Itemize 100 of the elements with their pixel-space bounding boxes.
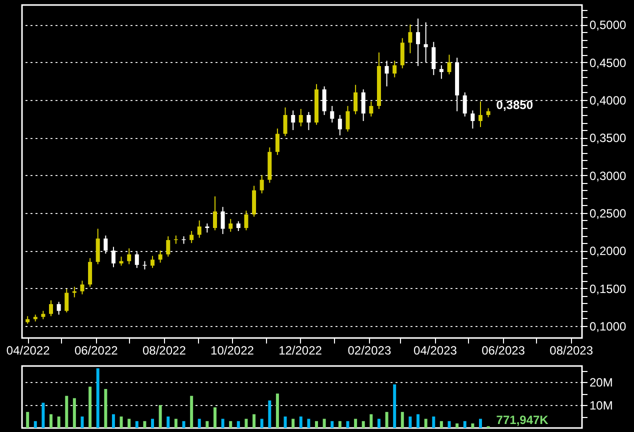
bar	[190, 396, 194, 428]
x-tick-label: 04/2023	[414, 344, 458, 358]
candlestick	[283, 106, 288, 137]
bar	[268, 400, 272, 428]
y-tick-label: 0,2000	[590, 244, 627, 258]
candlestick	[392, 60, 397, 78]
bar	[112, 414, 115, 428]
candlestick	[330, 105, 334, 124]
x-tick-label: 10/2022	[210, 344, 254, 358]
annotation: 771,947K	[496, 413, 549, 428]
bar	[362, 421, 365, 428]
x-tick-label: 12/2022	[278, 344, 322, 358]
bar	[229, 421, 232, 428]
bar	[34, 421, 37, 428]
candlestick	[354, 84, 358, 115]
bar	[315, 421, 318, 428]
bar	[135, 421, 138, 428]
candlestick	[72, 286, 76, 298]
candlestick	[127, 248, 132, 265]
x-tick-label: 08/2022	[142, 344, 186, 358]
candlestick	[408, 24, 412, 54]
bar	[471, 423, 474, 428]
bar	[104, 388, 108, 428]
candlestick	[400, 38, 404, 69]
candlestick	[470, 110, 475, 130]
bar	[128, 418, 131, 428]
candlestick	[275, 128, 280, 156]
candlestick	[346, 105, 350, 132]
candlestick	[306, 111, 311, 131]
bar	[346, 421, 350, 428]
bar	[260, 418, 264, 428]
candlestick	[291, 110, 296, 131]
y-tick-label: 0,3000	[590, 168, 627, 183]
candlestick	[447, 54, 452, 75]
candlestick	[166, 236, 170, 258]
y-tick-label: 0,5000	[590, 18, 627, 32]
bar	[158, 405, 162, 428]
bar	[456, 423, 459, 428]
candlestick	[150, 255, 155, 268]
bar	[65, 396, 68, 428]
bar	[400, 412, 404, 428]
candlestick	[119, 256, 124, 266]
bar	[42, 402, 45, 428]
bar	[221, 418, 224, 428]
bar	[354, 418, 358, 428]
bar	[96, 368, 100, 428]
bar	[432, 416, 436, 428]
bar	[478, 418, 482, 428]
candlestick	[197, 220, 202, 238]
x-tick-label: 06/2022	[74, 344, 118, 358]
y-tick-label: 0,1500	[590, 282, 627, 296]
bar	[182, 421, 186, 428]
candlestick	[228, 218, 233, 232]
bar	[72, 398, 76, 428]
bar	[88, 386, 92, 428]
bar	[377, 418, 380, 428]
bar	[213, 407, 216, 428]
bar	[276, 394, 279, 428]
candlestick	[212, 196, 217, 231]
bar	[440, 421, 443, 428]
candlestick	[244, 210, 248, 231]
y-tick-label: 20M	[590, 376, 613, 390]
bar	[143, 421, 146, 428]
bar	[292, 418, 295, 428]
bar	[322, 418, 326, 428]
bar	[393, 384, 396, 428]
y-tick-label: 10M	[590, 398, 613, 413]
bar	[26, 412, 30, 428]
y-tick-label: 0,3500	[590, 131, 627, 146]
bar	[338, 421, 342, 428]
bar	[385, 412, 388, 428]
bar	[236, 421, 240, 428]
bar	[174, 418, 178, 428]
candlestick	[236, 220, 240, 232]
candlestick	[88, 258, 92, 288]
y-tick-label: 0,1000	[590, 319, 627, 334]
bar	[57, 416, 60, 428]
bar	[252, 414, 256, 428]
x-tick-label: 06/2023	[482, 344, 526, 358]
x-tick-label: 04/2022	[6, 344, 50, 358]
bar	[244, 418, 248, 428]
candlestick	[369, 100, 374, 117]
bar	[299, 416, 302, 428]
candlestick	[80, 280, 84, 295]
bar	[370, 414, 373, 428]
bar	[166, 416, 170, 428]
candlestick	[260, 174, 264, 194]
bar	[198, 418, 201, 428]
y-tick-label: 0,2500	[590, 206, 627, 220]
candlestick	[49, 300, 54, 317]
bar	[50, 414, 53, 428]
bar	[80, 416, 84, 428]
candlestick	[338, 114, 342, 136]
y-tick-label: 0,4000	[590, 93, 627, 108]
bar	[448, 421, 451, 428]
candlestick	[205, 222, 210, 234]
x-tick-label: 02/2023	[348, 344, 392, 358]
bar	[307, 418, 310, 428]
candlestick	[190, 230, 194, 244]
bar	[330, 421, 334, 428]
